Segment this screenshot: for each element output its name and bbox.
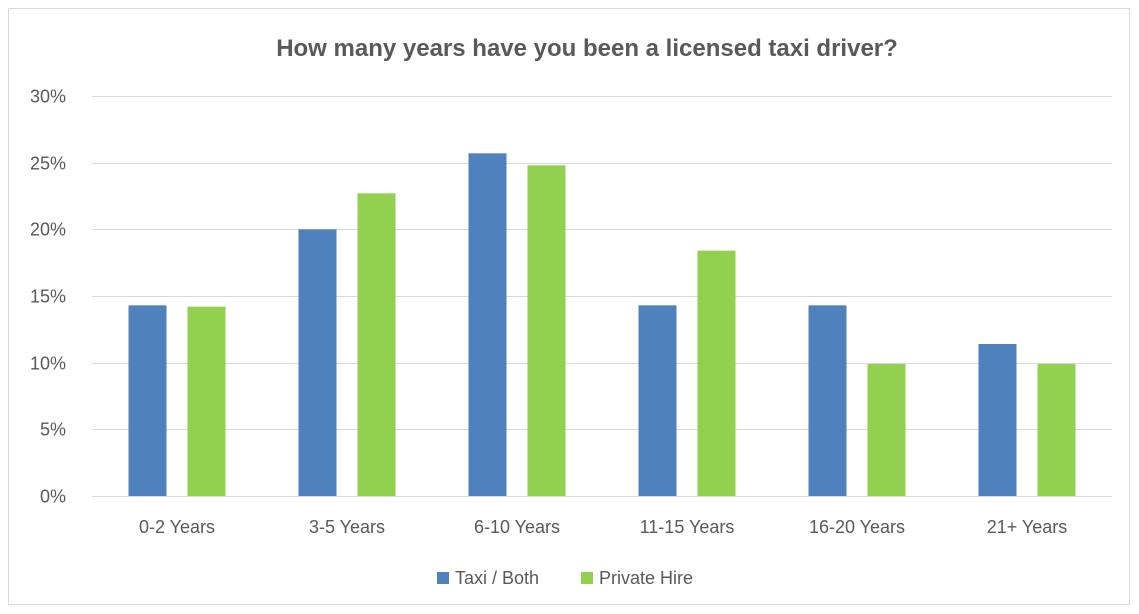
x-tick-label: 6-10 Years: [474, 517, 560, 537]
y-tick-label: 20%: [30, 220, 66, 240]
y-tick-label: 5%: [40, 420, 66, 440]
bar-private-hire: [357, 193, 396, 497]
bar-taxi-both: [638, 305, 677, 496]
bar-taxi-both: [298, 229, 337, 497]
legend: Taxi / Both Private Hire: [437, 568, 693, 588]
x-tick-label: 0-2 Years: [139, 517, 215, 537]
x-tick-label: 21+ Years: [987, 517, 1068, 537]
bar-taxi-both: [128, 305, 167, 496]
bar-taxi-both: [808, 305, 847, 496]
chart-title: How many years have you been a licensed …: [276, 35, 898, 62]
bar-taxi-both: [978, 344, 1017, 496]
x-axis-ticks: 0-2 Years 3-5 Years 6-10 Years 11-15 Years 1…: [139, 517, 1067, 537]
bar-taxi-both: [468, 153, 507, 497]
x-tick-label: 16-20 Years: [809, 517, 905, 537]
y-axis-ticks: 0% 5% 10% 15% 20% 25% 30%: [30, 87, 66, 507]
bar-private-hire: [527, 165, 566, 497]
legend-swatch: [437, 572, 449, 584]
x-tick-label: 3-5 Years: [309, 517, 385, 537]
chart-frame: [8, 8, 1130, 605]
y-tick-label: 15%: [30, 287, 66, 307]
x-tick-label: 11-15 Years: [640, 517, 735, 537]
legend-label: Taxi / Both: [455, 568, 539, 588]
y-tick-label: 30%: [30, 87, 66, 107]
bar-private-hire: [1037, 364, 1076, 496]
legend-label: Private Hire: [599, 568, 693, 588]
bar-private-hire: [187, 306, 226, 496]
gridlines: [92, 96, 1112, 497]
bar-private-hire: [697, 250, 736, 496]
y-tick-label: 25%: [30, 154, 66, 174]
legend-swatch: [581, 572, 593, 584]
y-tick-label: 0%: [40, 487, 66, 507]
bar-private-hire: [867, 364, 906, 496]
y-tick-label: 10%: [30, 354, 66, 374]
bars: [128, 153, 1076, 497]
